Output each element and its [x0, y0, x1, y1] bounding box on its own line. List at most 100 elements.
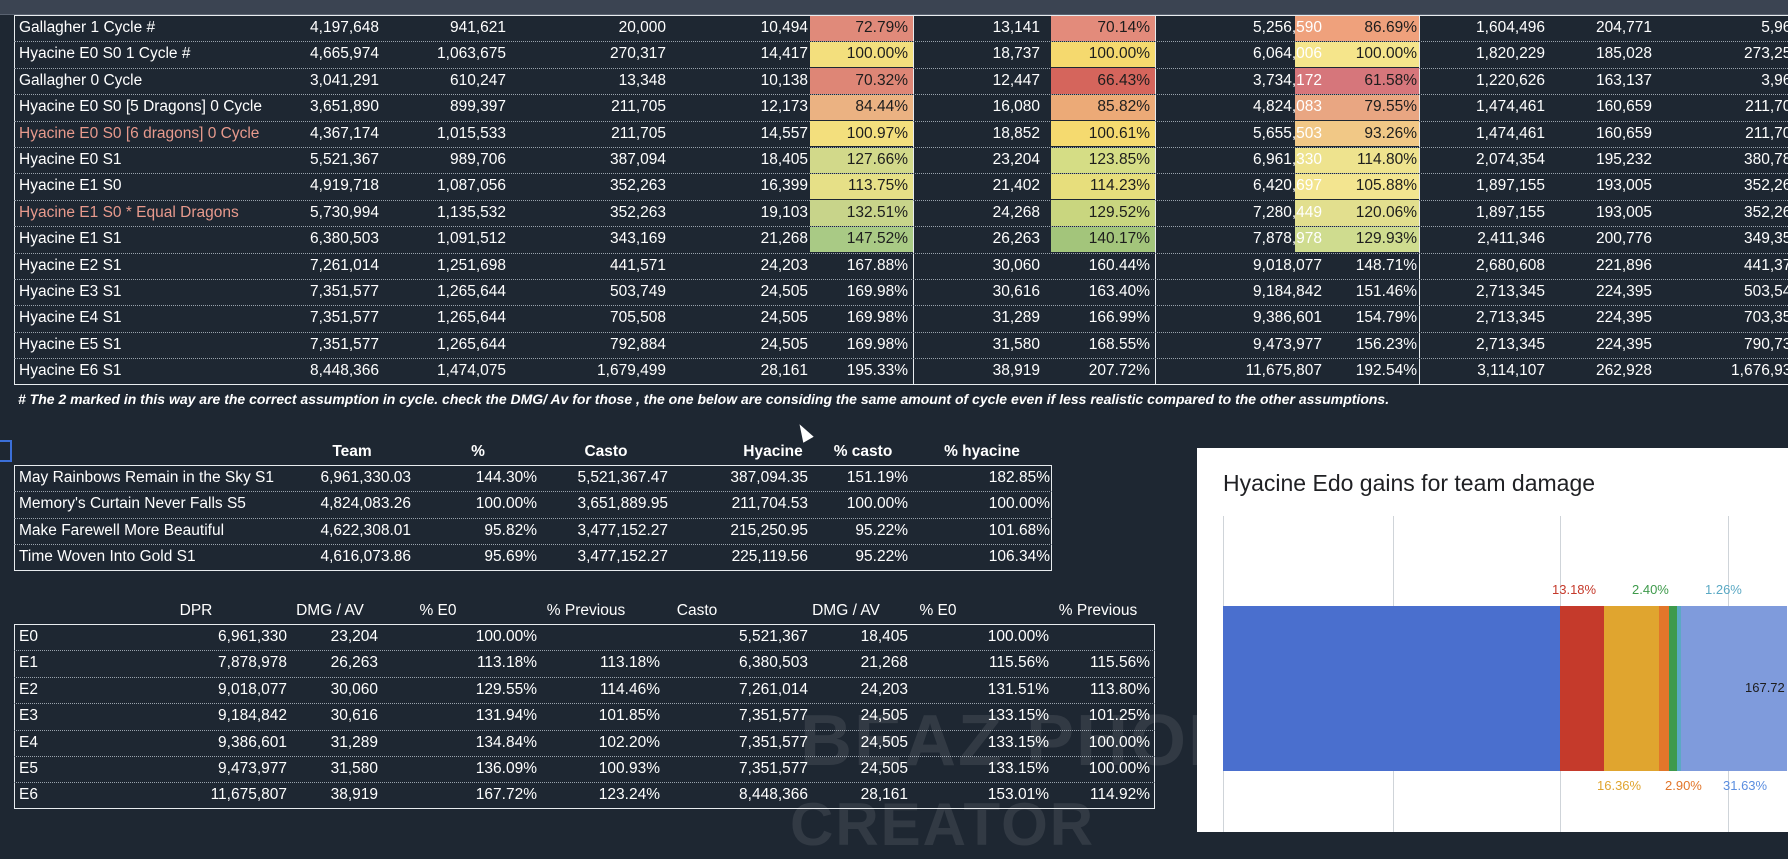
- chart-bar-segment[interactable]: [1668, 606, 1677, 771]
- table-cell: 3,651,890: [310, 98, 379, 116]
- table-cell: 21,268: [860, 654, 908, 672]
- table-cell: 169.98%: [846, 335, 908, 353]
- table-cell: 1,897,155: [1476, 203, 1545, 221]
- table-cell: 441,370: [1743, 256, 1788, 274]
- table-cell: 167.72%: [475, 786, 537, 804]
- table-cell: 4,367,174: [310, 124, 379, 142]
- table-cell: 3,477,152.27: [577, 521, 668, 539]
- table-cell: 705,508: [609, 309, 666, 327]
- team-damage-gains-chart[interactable]: Hyacine Edo gains for team damage 13.18%…: [1197, 448, 1788, 832]
- heatmap-cell: [1051, 121, 1155, 147]
- table-cell: 8,448,366: [739, 786, 808, 804]
- table-cell: 211,705: [611, 124, 666, 142]
- chart-bar-segment[interactable]: [1676, 606, 1681, 771]
- table-column-header: Team: [332, 443, 372, 460]
- table-row-label: Hyacine E1 S0 * Equal Dragons: [19, 203, 239, 221]
- table-cell: 24,505: [760, 283, 808, 300]
- table-cell: 100.61%: [1088, 124, 1150, 142]
- table-cell: 19,103: [760, 203, 808, 221]
- table-cell: 31,289: [992, 309, 1040, 327]
- table-cell: 14,557: [760, 124, 808, 142]
- heatmap-cell: [1051, 41, 1155, 68]
- table-cell: 5,521,367: [310, 151, 379, 168]
- table-column-header: Casto: [584, 443, 628, 460]
- heatmap-cell: [1295, 121, 1419, 147]
- table-cell: 95.22%: [855, 521, 908, 539]
- table-cell: 26,263: [992, 230, 1040, 248]
- table-cell: 11,675,807: [1245, 362, 1322, 380]
- chart-bar-segment[interactable]: [1658, 606, 1669, 771]
- table-cell: 4,665,974: [310, 45, 379, 63]
- table-cell: 16,399: [760, 177, 808, 195]
- table-cell: 441,571: [609, 256, 666, 274]
- table-column-header: %: [471, 443, 485, 460]
- table-row-label: Hyacine E2 S1: [19, 256, 122, 274]
- table-cell: 9,018,077: [1253, 256, 1322, 274]
- table-cell: 193,005: [1595, 177, 1652, 195]
- table-cell: 18,405: [860, 628, 908, 645]
- table-cell: 70.14%: [1097, 19, 1150, 36]
- table-cell: 16,080: [992, 98, 1040, 116]
- heatmap-cell: [810, 200, 913, 226]
- selected-cell[interactable]: [0, 440, 12, 462]
- table-cell: 24,268: [992, 203, 1040, 221]
- table-cell: 151.19%: [846, 469, 908, 486]
- table-cell: 61.58%: [1364, 71, 1417, 89]
- chart-bar-segment[interactable]: [1603, 606, 1659, 771]
- table-cell: 215,250.95: [730, 521, 808, 539]
- heatmap-cell: [810, 226, 913, 253]
- table-cell: 352,263: [1743, 177, 1788, 195]
- table-cell: 503,540: [1743, 283, 1788, 300]
- row-divider: [14, 358, 1788, 360]
- table-cell: 95.82%: [484, 521, 537, 539]
- table-cell: 343,169: [609, 230, 666, 248]
- table-cell: 4,622,308.01: [320, 521, 411, 539]
- table-cell: 3,041,291: [310, 71, 379, 89]
- table-cell: 9,386,601: [218, 733, 287, 751]
- table-cell: 1,265,644: [437, 283, 506, 300]
- table-cell: 703,359: [1743, 309, 1788, 327]
- table-cell: 100.00%: [1088, 733, 1150, 751]
- table-cell: 12,447: [992, 71, 1040, 89]
- row-divider: [14, 676, 1155, 678]
- chart-bar-segment[interactable]: [1680, 606, 1788, 771]
- row-divider: [14, 703, 1155, 705]
- table-cell: 8,448,366: [310, 362, 379, 380]
- table-cell: 136.09%: [475, 760, 537, 777]
- table-cell: 5,961: [1761, 19, 1788, 36]
- table-cell: 899,397: [449, 98, 506, 116]
- table-cell: 387,094.35: [730, 469, 808, 486]
- table-column-header: % casto: [833, 443, 893, 460]
- table-cell: 7,351,577: [310, 283, 379, 300]
- table-cell: 114.80%: [1356, 151, 1417, 168]
- table-cell: 100.00%: [475, 628, 537, 645]
- table-row-label: Hyacine E0 S0 [6 dragons] 0 Cycle: [19, 124, 260, 142]
- table-column-header: DMG / AV: [296, 602, 364, 619]
- table-cell: 113.18%: [599, 654, 660, 672]
- table-cell: 2,713,345: [1476, 283, 1545, 300]
- chart-bar-segment[interactable]: [1223, 606, 1560, 771]
- table-cell: 169.98%: [846, 309, 908, 327]
- table-cell: 7,351,577: [739, 760, 808, 777]
- table-cell: 225,119.56: [731, 548, 808, 566]
- table-row-label: Memory's Curtain Never Falls S5: [19, 495, 246, 513]
- table-cell: 1,474,075: [437, 362, 506, 380]
- table-cell: 93.26%: [1364, 124, 1417, 142]
- table-cell: 100.00%: [988, 495, 1050, 513]
- table-row-label: Hyacine E0 S0 [5 Dragons] 0 Cycle: [19, 98, 262, 116]
- table-cell: 70.32%: [855, 71, 908, 89]
- heatmap-cell: [810, 41, 913, 68]
- chart-bar-segment[interactable]: [1559, 606, 1604, 771]
- table-cell: 160,659: [1595, 98, 1652, 116]
- table-cell: 11,675,807: [210, 786, 287, 804]
- table-cell: 24,505: [860, 733, 908, 751]
- table-cell: 4,197,648: [310, 19, 379, 36]
- table-cell: 9,386,601: [1253, 309, 1322, 327]
- row-divider: [14, 331, 1788, 333]
- table-cell: 28,161: [860, 786, 908, 804]
- table-cell: 20,000: [618, 19, 666, 36]
- table-cell: 72.79%: [855, 19, 908, 36]
- heatmap-cell: [1295, 226, 1419, 253]
- watermark-secondary: CREATOR: [790, 791, 1096, 858]
- chart-data-label: 31.63%: [1723, 778, 1768, 793]
